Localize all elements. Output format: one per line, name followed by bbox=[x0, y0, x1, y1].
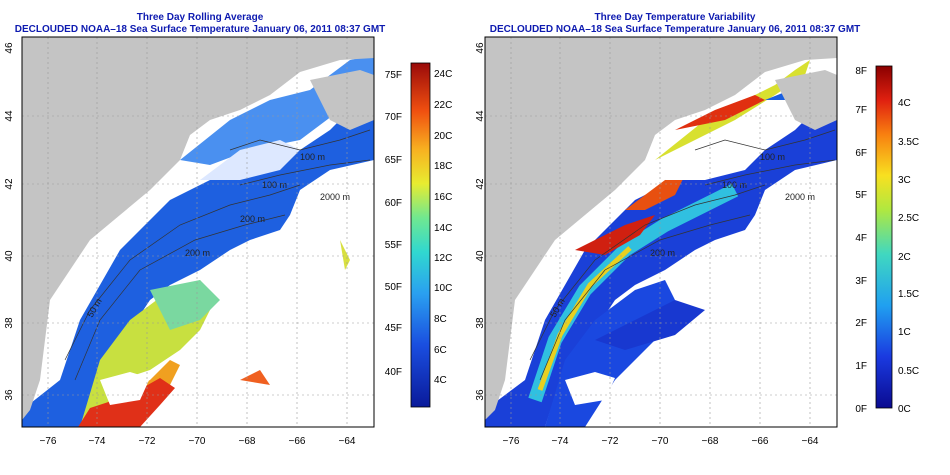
colorbar-c-label: 16C bbox=[434, 192, 452, 203]
lon-tick-label: −72 bbox=[139, 436, 156, 447]
lon-tick-label: −68 bbox=[702, 436, 719, 447]
colorbar-c-label: 2C bbox=[898, 252, 911, 263]
lat-tick-label: 36 bbox=[475, 389, 486, 401]
colorbar-f-label: 60F bbox=[385, 198, 402, 209]
variability-colorbar bbox=[875, 65, 893, 409]
colorbar-f-label: 50F bbox=[385, 282, 402, 293]
colorbar-c-label: 18C bbox=[434, 161, 452, 172]
colorbar-f-label: 40F bbox=[385, 367, 402, 378]
lon-tick-label: −66 bbox=[289, 436, 306, 447]
contour-label: 100 m bbox=[760, 152, 785, 162]
colorbar-c-label: 12C bbox=[434, 253, 452, 264]
average-colorbar bbox=[410, 62, 431, 408]
lat-tick-label: 46 bbox=[475, 42, 486, 54]
colorbar-f-label: 65F bbox=[385, 155, 402, 166]
colorbar-f-label: 3F bbox=[855, 276, 867, 287]
colorbar-c-label: 10C bbox=[434, 283, 452, 294]
lon-tick-label: −76 bbox=[40, 436, 57, 447]
lon-tick-label: −64 bbox=[802, 436, 819, 447]
variability-map: 100 m 100 m 2000 m 200 m 50 m −76 −74 −7… bbox=[475, 36, 919, 447]
average-subtitle: DECLOUDED NOAA–18 Sea Surface Temperatur… bbox=[14, 24, 386, 35]
colorbar-f-label: 2F bbox=[855, 318, 867, 329]
variability-title: Three Day Temperature Variability bbox=[594, 12, 756, 23]
lon-tick-label: −64 bbox=[339, 436, 356, 447]
colorbar-f-label: 5F bbox=[855, 190, 867, 201]
contour-label: 200 m bbox=[185, 248, 210, 258]
variability-panel: Three Day Temperature Variability DECLOU… bbox=[475, 0, 950, 475]
contour-label: 100 m bbox=[300, 152, 325, 162]
colorbar-f-label: 55F bbox=[385, 240, 402, 251]
average-title: Three Day Rolling Average bbox=[136, 12, 264, 23]
lat-tick-label: 40 bbox=[475, 250, 486, 262]
contour-label: 200 m bbox=[650, 248, 675, 258]
colorbar-f-label: 0F bbox=[855, 404, 867, 415]
lon-tick-label: −70 bbox=[189, 436, 206, 447]
contour-label: 100 m bbox=[262, 180, 287, 190]
colorbar-c-label: 14C bbox=[434, 223, 452, 234]
lat-tick-label: 36 bbox=[4, 389, 15, 401]
lon-tick-label: −68 bbox=[239, 436, 256, 447]
lat-tick-label: 44 bbox=[4, 110, 15, 122]
lat-tick-label: 42 bbox=[4, 178, 15, 190]
average-map: 100 m 100 m 2000 m 200 m 200 m 50 m −76 … bbox=[4, 36, 452, 447]
colorbar-c-label: 1.5C bbox=[898, 289, 919, 300]
colorbar-f-label: 4F bbox=[855, 233, 867, 244]
colorbar-f-label: 6F bbox=[855, 148, 867, 159]
lat-tick-label: 38 bbox=[475, 317, 486, 329]
colorbar-f-label: 75F bbox=[385, 70, 402, 81]
contour-label: 2000 m bbox=[320, 192, 350, 202]
lat-tick-label: 46 bbox=[4, 42, 15, 54]
colorbar-f-label: 1F bbox=[855, 361, 867, 372]
colorbar-c-label: 8C bbox=[434, 314, 447, 325]
lon-tick-label: −66 bbox=[752, 436, 769, 447]
lon-tick-label: −74 bbox=[552, 436, 569, 447]
contour-label: 100 m bbox=[722, 180, 747, 190]
colorbar-f-label: 45F bbox=[385, 323, 402, 334]
colorbar-c-label: 22C bbox=[434, 100, 452, 111]
colorbar-c-label: 24C bbox=[434, 69, 452, 80]
contour-label: 200 m bbox=[240, 214, 265, 224]
lat-tick-label: 42 bbox=[475, 178, 486, 190]
colorbar-f-label: 70F bbox=[385, 112, 402, 123]
colorbar-c-label: 0C bbox=[898, 404, 911, 415]
colorbar-c-label: 3C bbox=[898, 175, 911, 186]
lat-tick-label: 38 bbox=[4, 317, 15, 329]
lon-tick-label: −74 bbox=[89, 436, 106, 447]
lon-tick-label: −72 bbox=[602, 436, 619, 447]
colorbar-c-label: 3.5C bbox=[898, 137, 919, 148]
lat-tick-label: 40 bbox=[4, 250, 15, 262]
lat-tick-label: 44 bbox=[475, 110, 486, 122]
variability-subtitle: DECLOUDED NOAA–18 Sea Surface Temperatur… bbox=[489, 24, 861, 35]
average-panel: Three Day Rolling Average DECLOUDED NOAA… bbox=[4, 12, 452, 447]
colorbar-c-label: 4C bbox=[434, 375, 447, 386]
lon-tick-label: −70 bbox=[652, 436, 669, 447]
colorbar-c-label: 0.5C bbox=[898, 366, 919, 377]
colorbar-f-label: 7F bbox=[855, 105, 867, 116]
lon-tick-label: −76 bbox=[503, 436, 520, 447]
colorbar-c-label: 4C bbox=[898, 98, 911, 109]
colorbar-f-label: 8F bbox=[855, 66, 867, 77]
colorbar-c-label: 2.5C bbox=[898, 213, 919, 224]
colorbar-c-label: 1C bbox=[898, 327, 911, 338]
colorbar-c-label: 20C bbox=[434, 131, 452, 142]
contour-label: 2000 m bbox=[785, 192, 815, 202]
colorbar-c-label: 6C bbox=[434, 345, 447, 356]
